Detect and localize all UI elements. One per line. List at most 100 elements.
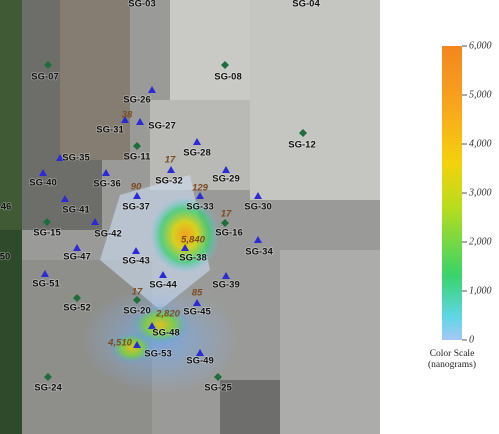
sample-marker-triangle [167, 166, 175, 173]
photo-strip [0, 230, 22, 434]
sample-marker-triangle [39, 169, 47, 176]
sample-label: SG-43 [122, 256, 149, 267]
aerial-photo [280, 250, 380, 434]
sample-marker-diamond [44, 61, 52, 69]
sample-marker-triangle [254, 236, 262, 243]
edge-label: 50 [0, 252, 10, 263]
sample-label: SG-52 [63, 303, 90, 314]
sample-label: SG-12 [288, 140, 315, 151]
sample-label: SG-27 [148, 121, 175, 132]
sample-marker-triangle [181, 244, 189, 251]
sample-marker-triangle [254, 192, 262, 199]
sample-label: SG-33 [186, 202, 213, 213]
sample-marker-diamond [214, 373, 222, 381]
sample-marker-diamond [299, 129, 307, 137]
concentration-label: 38 [122, 110, 133, 121]
sample-marker-triangle [148, 322, 156, 329]
sample-marker-triangle [61, 195, 69, 202]
sample-marker-diamond [44, 373, 52, 381]
sample-label: SG-44 [149, 280, 177, 291]
sample-marker-triangle [136, 118, 144, 125]
sample-marker-triangle [222, 166, 230, 173]
sample-label: SG-40 [29, 178, 56, 189]
sample-marker-diamond [43, 218, 51, 226]
concentration-label: 4,510 [107, 338, 132, 349]
sample-label: SG-31 [96, 125, 124, 136]
sample-marker-diamond [133, 296, 141, 304]
sample-marker-triangle [133, 192, 141, 199]
sample-marker-triangle [132, 247, 140, 254]
sample-marker-diamond [221, 61, 229, 69]
edge-label: SG-03 [128, 0, 155, 10]
concentration-label: 90 [131, 182, 142, 193]
sample-marker-triangle [56, 154, 64, 161]
sample-marker-triangle [41, 270, 49, 277]
scale-tick-label: 2,000 [469, 236, 492, 247]
color-scale-unit: (nanograms) [428, 359, 476, 370]
scale-tick-label: 5,000 [469, 89, 492, 100]
sample-marker-triangle [91, 218, 99, 225]
sample-marker-triangle [193, 138, 201, 145]
scale-tick-label: 1,000 [469, 285, 492, 296]
plume-hotspot [130, 305, 190, 345]
sample-label: SG-28 [183, 148, 210, 159]
concentration-label: 2,820 [155, 309, 180, 320]
sample-marker-diamond [73, 294, 81, 302]
sample-marker-triangle [193, 299, 201, 306]
sample-label: SG-51 [32, 279, 60, 290]
color-scale-title: Color Scale [430, 349, 475, 359]
scale-tick-label: 0 [469, 334, 474, 345]
sample-label: SG-30 [244, 202, 271, 213]
sample-label: SG-26 [123, 95, 150, 106]
sample-label: SG-53 [144, 349, 171, 360]
sample-label: SG-20 [123, 306, 150, 317]
sample-marker-triangle [196, 192, 204, 199]
concentration-label: 17 [221, 209, 232, 220]
sample-label: SG-15 [33, 228, 61, 239]
concentration-label: 17 [165, 155, 176, 166]
scale-tick-label: 3,000 [468, 187, 492, 198]
sample-label: SG-37 [122, 202, 149, 213]
sample-marker-diamond [221, 219, 229, 227]
edge-label: 46 [1, 202, 12, 213]
sample-label: SG-45 [183, 307, 211, 318]
sample-marker-triangle [73, 244, 81, 251]
sample-marker-diamond [133, 142, 141, 150]
edge-label: SG-04 [292, 0, 320, 10]
concentration-label: 17 [132, 287, 143, 298]
sample-label: SG-07 [31, 72, 58, 83]
sample-label: SG-48 [152, 328, 179, 339]
sample-marker-triangle [196, 349, 204, 356]
sample-marker-triangle [102, 169, 110, 176]
aerial-photo [60, 0, 130, 160]
sample-marker-triangle [133, 341, 141, 348]
plume-hotspot [110, 332, 154, 364]
concentration-label: 129 [192, 183, 209, 194]
sample-marker-triangle [159, 271, 167, 278]
sample-marker-triangle [148, 86, 156, 93]
sample-label: SG-36 [93, 179, 120, 190]
aerial-photo [220, 380, 280, 434]
sample-label: SG-24 [34, 383, 62, 394]
sample-label: SG-32 [155, 176, 182, 187]
sample-label: SG-49 [186, 356, 213, 367]
sample-marker-triangle [222, 272, 230, 279]
plume-hotspot [150, 197, 220, 273]
sample-marker-triangle [121, 116, 129, 123]
sample-label: SG-38 [179, 253, 206, 264]
sample-label: SG-16 [215, 228, 242, 239]
sample-label: SG-34 [245, 247, 273, 258]
scale-tick-label: 4,000 [469, 138, 492, 149]
sample-label: SG-11 [124, 152, 152, 163]
aerial-photo [250, 0, 380, 200]
sample-label: SG-41 [62, 205, 90, 216]
scale-tick-label: 6,000 [469, 40, 492, 51]
sample-label: SG-42 [94, 229, 121, 240]
sample-label: SG-25 [204, 383, 232, 394]
concentration-label: 5,840 [181, 235, 205, 246]
sample-label: SG-39 [212, 280, 239, 291]
sample-label: SG-35 [62, 153, 90, 164]
color-scale-bar [442, 46, 462, 340]
sample-label: SG-47 [63, 252, 90, 263]
